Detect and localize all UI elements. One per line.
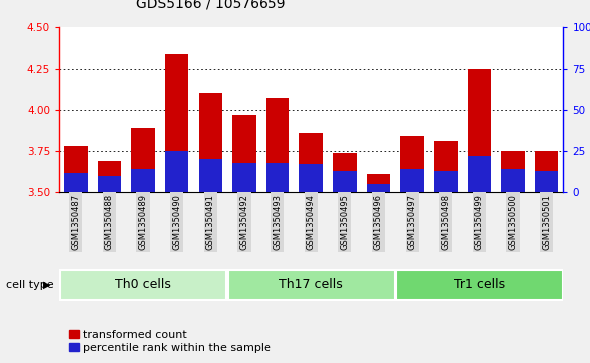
Bar <box>535 151 558 192</box>
Text: GSM1350499: GSM1350499 <box>475 194 484 250</box>
Bar <box>333 171 356 192</box>
Bar <box>64 172 87 192</box>
Bar <box>132 128 155 192</box>
Bar <box>401 136 424 192</box>
Text: GSM1350497: GSM1350497 <box>408 194 417 250</box>
Text: GSM1350500: GSM1350500 <box>509 194 517 250</box>
Bar <box>132 169 155 192</box>
Bar <box>266 163 289 192</box>
Bar <box>165 151 188 192</box>
Bar <box>367 174 390 192</box>
Text: GSM1350490: GSM1350490 <box>172 194 181 250</box>
Bar <box>502 169 525 192</box>
Bar <box>300 164 323 192</box>
Text: GSM1350498: GSM1350498 <box>441 194 450 250</box>
Bar <box>98 176 121 192</box>
Bar <box>165 54 188 192</box>
Text: GSM1350492: GSM1350492 <box>240 194 248 250</box>
FancyBboxPatch shape <box>60 270 227 300</box>
Bar <box>468 156 491 192</box>
Bar <box>199 93 222 192</box>
Text: GSM1350496: GSM1350496 <box>374 194 383 250</box>
Bar <box>535 171 558 192</box>
Text: Th17 cells: Th17 cells <box>279 278 343 291</box>
Text: Th0 cells: Th0 cells <box>115 278 171 291</box>
Bar <box>232 115 255 192</box>
Text: GDS5166 / 10576659: GDS5166 / 10576659 <box>136 0 285 11</box>
Bar <box>266 98 289 192</box>
Bar <box>502 151 525 192</box>
FancyBboxPatch shape <box>396 270 563 300</box>
Bar <box>199 159 222 192</box>
Bar <box>98 161 121 192</box>
Text: GSM1350491: GSM1350491 <box>206 194 215 250</box>
Text: GSM1350495: GSM1350495 <box>340 194 349 250</box>
Text: Tr1 cells: Tr1 cells <box>454 278 505 291</box>
FancyBboxPatch shape <box>228 270 395 300</box>
Text: GSM1350487: GSM1350487 <box>71 194 80 250</box>
Bar <box>434 171 457 192</box>
Bar <box>333 153 356 192</box>
Bar <box>300 133 323 192</box>
Bar <box>434 141 457 192</box>
Bar <box>367 184 390 192</box>
Bar <box>401 169 424 192</box>
Legend: transformed count, percentile rank within the sample: transformed count, percentile rank withi… <box>64 325 276 358</box>
Bar <box>468 69 491 192</box>
Text: GSM1350493: GSM1350493 <box>273 194 282 250</box>
Text: GSM1350489: GSM1350489 <box>139 194 148 250</box>
Text: GSM1350494: GSM1350494 <box>307 194 316 250</box>
Text: GSM1350488: GSM1350488 <box>105 194 114 250</box>
Bar <box>64 146 87 192</box>
Bar <box>232 163 255 192</box>
Text: ▶: ▶ <box>42 280 50 290</box>
Text: cell type: cell type <box>6 280 54 290</box>
Text: GSM1350501: GSM1350501 <box>542 194 551 250</box>
